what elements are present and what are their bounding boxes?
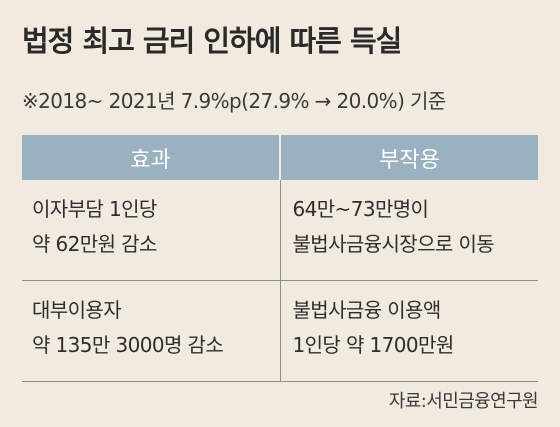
cell-line: 약 135만 3000명 감소 bbox=[32, 333, 224, 357]
baseline-note: ※2018~ 2021년 7.9%p(27.9% → 20.0%) 기준 bbox=[22, 89, 446, 113]
side-effect-cell: 불법사금융 이용액 1인당 약 1700만원 bbox=[280, 280, 538, 382]
cell-line: 이자부담 1인당 bbox=[32, 197, 157, 221]
effect-cell: 이자부담 1인당 약 62만원 감소 bbox=[22, 180, 281, 281]
header-effect: 효과 bbox=[22, 135, 281, 180]
side-effect-cell: 64만~73만명이 불법사금융시장으로 이동 bbox=[280, 180, 538, 281]
cell-line: 대부이용자 bbox=[32, 298, 122, 322]
page-title: 법정 최고 금리 인하에 따른 득실 bbox=[22, 24, 402, 58]
header-side-effect: 부작용 bbox=[280, 135, 538, 180]
table-row: 대부이용자 약 135만 3000명 감소 불법사금융 이용액 1인당 약 17… bbox=[22, 280, 538, 382]
cell-line: 불법사금융 이용액 bbox=[292, 298, 442, 322]
table-row: 이자부담 1인당 약 62만원 감소 64만~73만명이 불법사금융시장으로 이… bbox=[22, 180, 538, 281]
cell-line: 64만~73만명이 bbox=[292, 197, 429, 221]
effect-cell: 대부이용자 약 135만 3000명 감소 bbox=[22, 280, 281, 382]
source-credit: 자료:서민금융연구원 bbox=[388, 391, 539, 412]
cell-line: 약 62만원 감소 bbox=[32, 232, 157, 256]
cell-line: 1인당 약 1700만원 bbox=[292, 333, 455, 357]
cell-line: 불법사금융시장으로 이동 bbox=[292, 232, 495, 256]
table-header-row: 효과 부작용 bbox=[22, 135, 538, 180]
comparison-table: 효과 부작용 이자부담 1인당 약 62만원 감소 64만~73만명이 불법사금… bbox=[22, 135, 538, 382]
